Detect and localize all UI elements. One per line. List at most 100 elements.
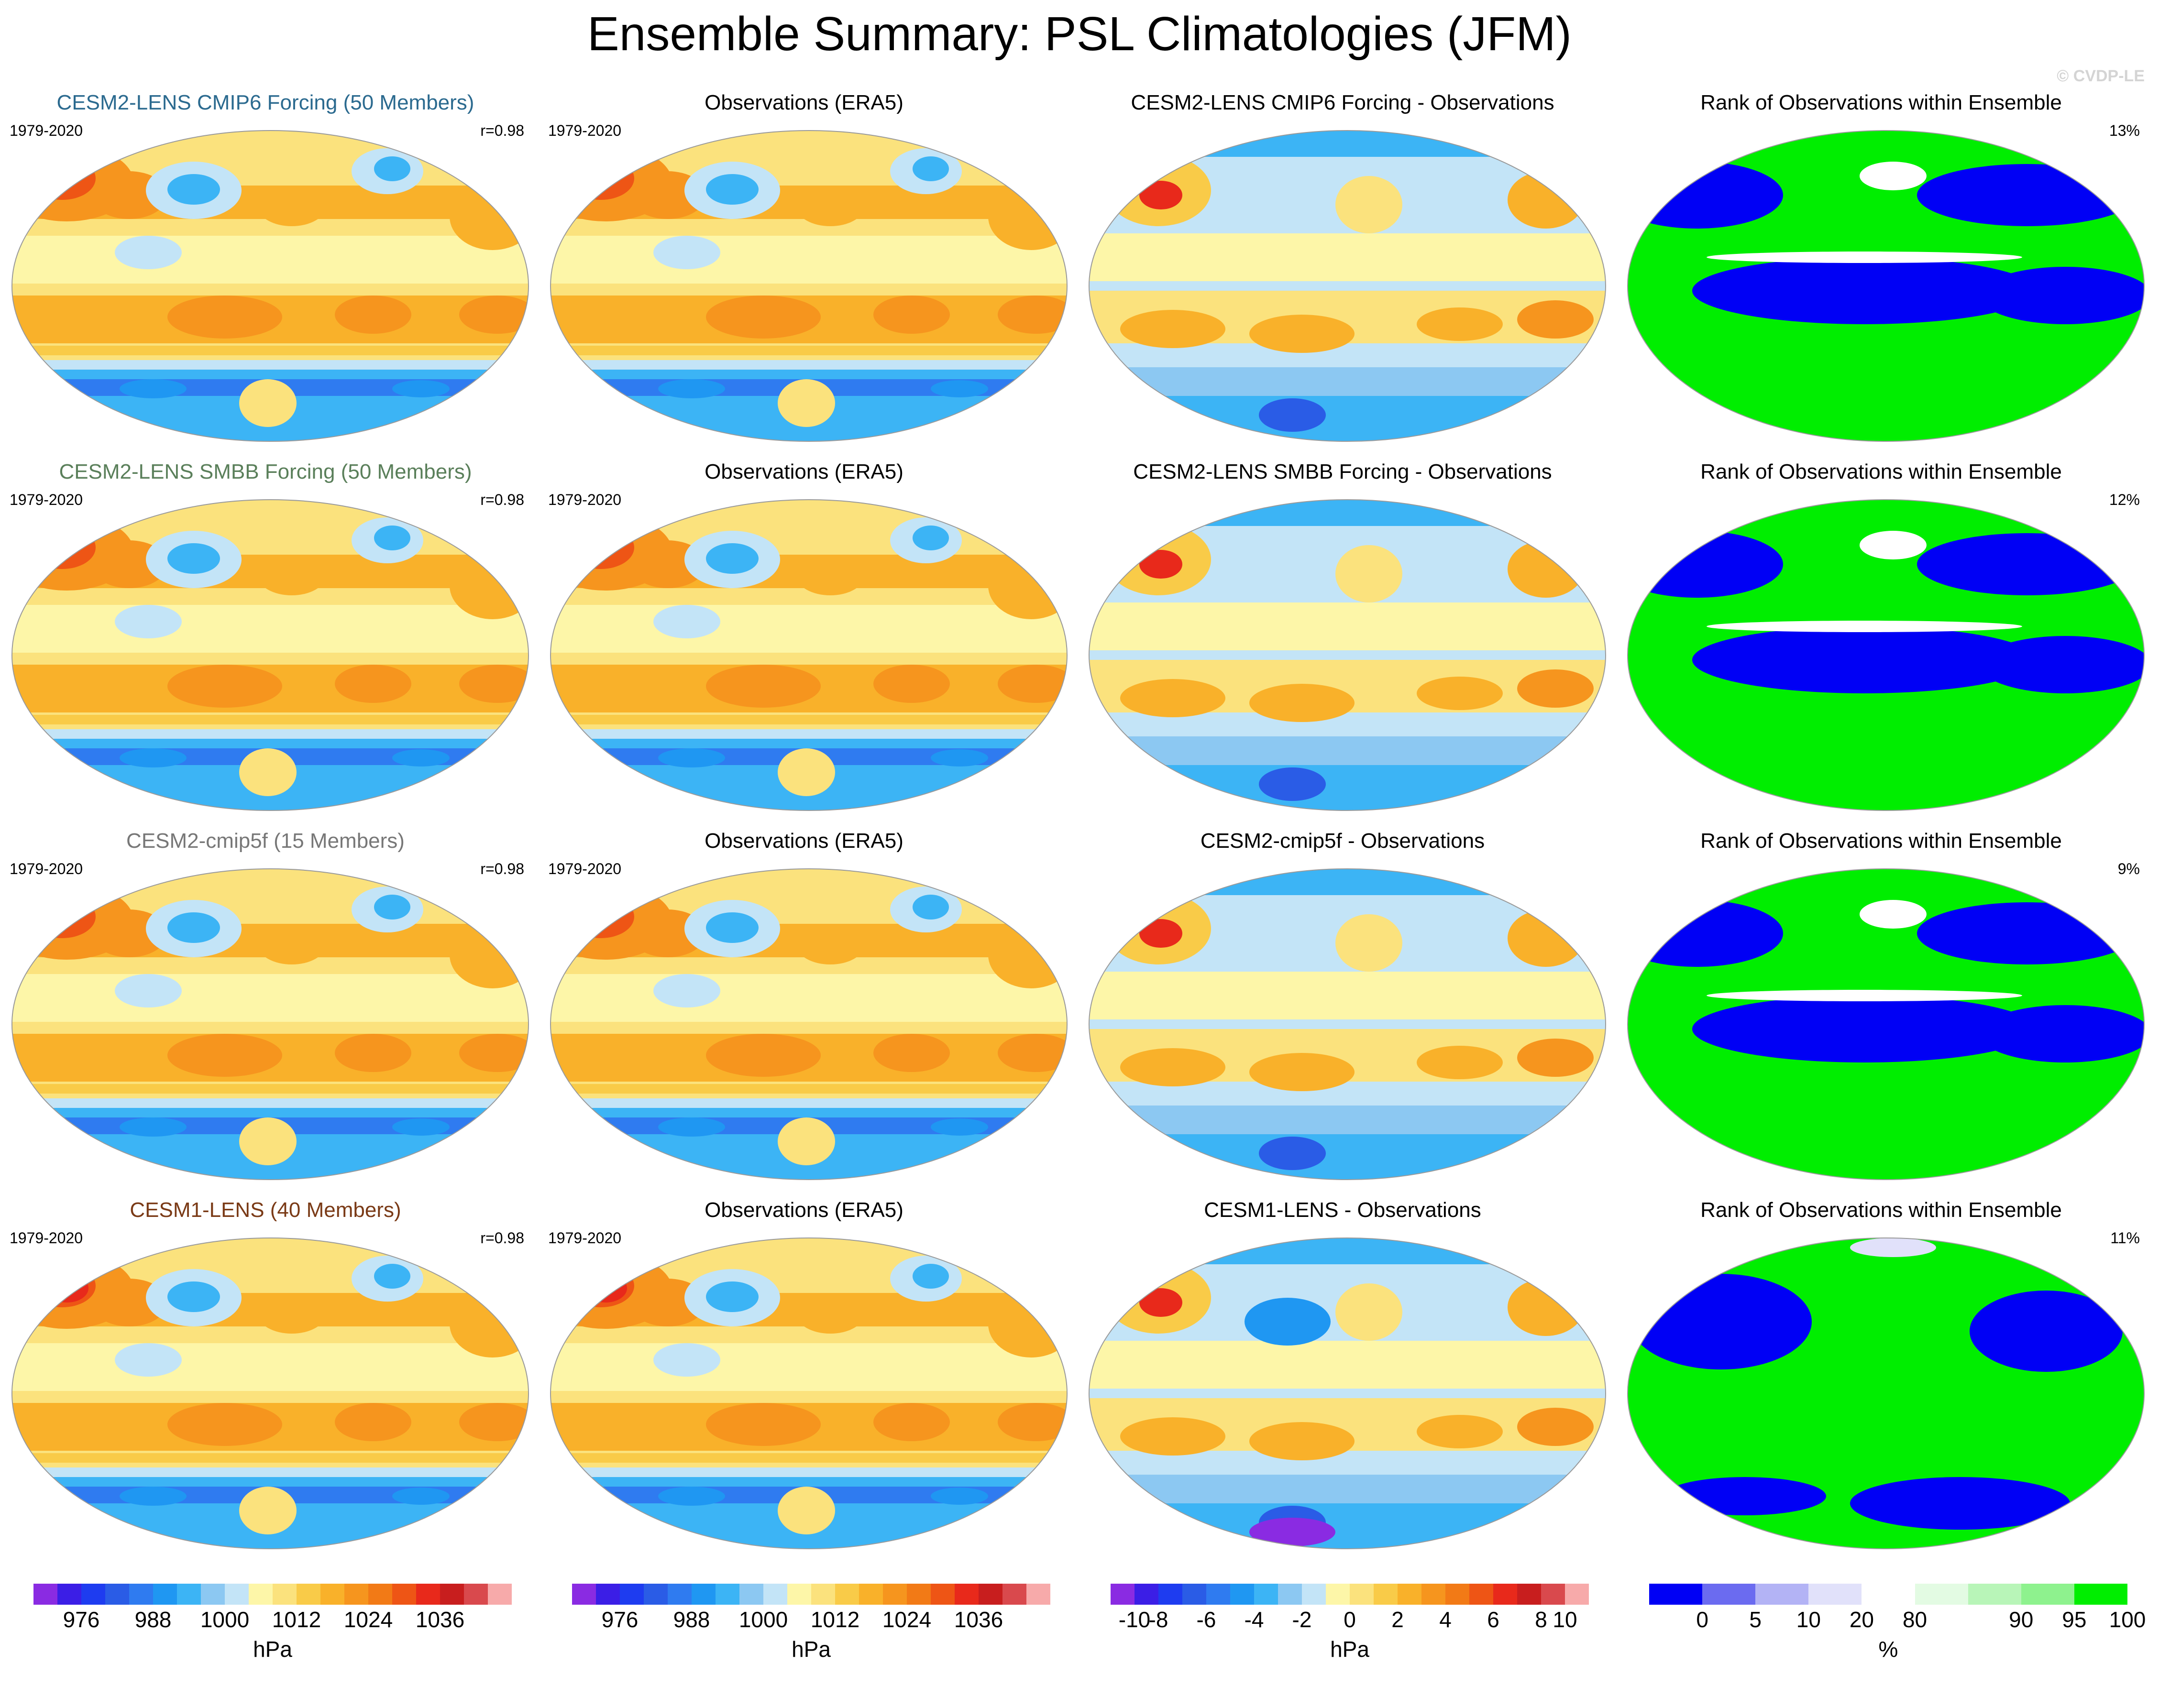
psl-band-sub-antarctic-2 xyxy=(551,739,1067,748)
colorbar-swatch xyxy=(1254,1584,1278,1605)
colorbar-swatch xyxy=(2021,1584,2074,1605)
warm-pool-low xyxy=(653,236,720,269)
north-america-high xyxy=(797,926,864,964)
north-america-high xyxy=(797,188,864,226)
diff-antarctic-band xyxy=(1089,1503,1606,1549)
colorbar-strip xyxy=(1111,1584,1589,1605)
colorbar-swatch xyxy=(1469,1584,1493,1605)
colorbar-tick-label: 988 xyxy=(673,1607,710,1632)
colorbar: -10 -8 -6 -4 -2 0 2 4 6 8 10 hPa xyxy=(1111,1584,1589,1708)
siberian-high-max xyxy=(584,1274,627,1303)
antarctic-plateau xyxy=(239,1487,297,1534)
colorbar-unit: hPa xyxy=(1330,1637,1369,1662)
colorbar-tick-label: 5 xyxy=(1749,1607,1762,1632)
southern-low-1 xyxy=(120,1117,187,1137)
colorbar-swatch xyxy=(1278,1584,1302,1605)
icelandic-low-core xyxy=(374,526,410,550)
psl-band-sub-antarctic-2 xyxy=(551,1108,1067,1117)
colorbar-tick-label: 1000 xyxy=(738,1607,788,1632)
colorbar-swatch xyxy=(273,1584,297,1605)
panel-years: 1979-2020 xyxy=(10,491,83,508)
world-map xyxy=(11,1237,529,1549)
south-pacific-high xyxy=(167,665,282,708)
psl-band-south-edge xyxy=(551,1084,1067,1094)
diff-south-pacific-pos-2 xyxy=(1249,315,1355,353)
map-panel: Observations (ERA5) 1979-2020 xyxy=(539,829,1069,1183)
map-panel: CESM2-LENS CMIP6 Forcing (50 Members) 197… xyxy=(0,91,531,445)
colorbar-swatch xyxy=(344,1584,368,1605)
rank-indian-low xyxy=(1979,267,2144,324)
panel-stat: 13% xyxy=(2109,122,2140,139)
psl-band-sub-antarctic-1 xyxy=(12,729,529,739)
colorbar-swatch xyxy=(931,1584,955,1605)
colorbar-swatch xyxy=(1702,1584,1756,1605)
map-panel: CESM2-cmip5f (15 Members) 1979-2020 r=0.98 xyxy=(0,829,531,1183)
southern-low-1 xyxy=(658,379,725,398)
psl-band-tropics xyxy=(551,1343,1067,1391)
diff-atlantic-positive xyxy=(1508,1279,1584,1336)
southern-low-2 xyxy=(931,749,988,766)
colorbar-swatch xyxy=(1565,1584,1589,1605)
colorbar-tick-label: 1036 xyxy=(954,1607,1003,1632)
panel-years: 1979-2020 xyxy=(10,860,83,877)
figure-title: Ensemble Summary: PSL Climatologies (JFM… xyxy=(587,7,1572,61)
indian-ocean-high xyxy=(459,665,529,703)
north-america-high xyxy=(797,557,864,595)
diff-south-pacific-pos xyxy=(1120,310,1225,348)
colorbar-swatch xyxy=(1026,1584,1050,1605)
map-panel: CESM2-LENS SMBB Forcing - Observations xyxy=(1077,460,1608,814)
south-pacific-high xyxy=(167,1403,282,1446)
panel-stat: 9% xyxy=(2117,860,2140,877)
diff-southern-ocean xyxy=(1089,367,1606,396)
colorbar-tick-label: -6 xyxy=(1196,1607,1216,1632)
siberian-high-max xyxy=(45,1274,88,1303)
colorbar-tick-label: 80 xyxy=(1902,1607,1928,1632)
colorbar-unit: hPa xyxy=(253,1637,292,1662)
diff-rockies xyxy=(1335,545,1402,602)
rank-north-white xyxy=(1860,162,1927,190)
panel-title: Rank of Observations within Ensemble xyxy=(1700,1198,2062,1222)
rank-north-atlantic-low xyxy=(1917,164,2137,226)
southern-low-1 xyxy=(120,1487,187,1506)
colorbar-tick-label: -2 xyxy=(1292,1607,1312,1632)
south-atlantic-high xyxy=(873,665,950,703)
diff-arctic-band xyxy=(1089,131,1606,157)
psl-band-south-edge xyxy=(12,1453,529,1463)
colorbar-swatch xyxy=(33,1584,57,1605)
panel-stat: r=0.98 xyxy=(480,860,524,877)
world-map xyxy=(550,499,1068,811)
diff-antarctic-neg xyxy=(1259,398,1326,432)
antarctic-plateau xyxy=(239,1117,297,1165)
colorbar-swatch xyxy=(572,1584,596,1605)
diff-atlantic-positive xyxy=(1508,540,1584,598)
diff-atlantic-positive xyxy=(1508,171,1584,229)
panel-title: Observations (ERA5) xyxy=(705,460,903,483)
map-outline xyxy=(550,130,1068,442)
map-outline xyxy=(1089,130,1606,442)
panel-stat: r=0.98 xyxy=(480,122,524,139)
colorbar-swatch xyxy=(692,1584,716,1605)
warm-pool-low xyxy=(115,1343,182,1377)
watermark: © CVDP-LE xyxy=(2057,67,2145,85)
diff-tropical-band xyxy=(1089,1341,1606,1389)
colorbar-swatch xyxy=(596,1584,620,1605)
world-map xyxy=(1089,868,1606,1180)
indian-ocean-high xyxy=(459,296,529,334)
colorbar: 0 5 10 20 80 90 95 100% xyxy=(1649,1584,2146,1708)
world-map xyxy=(550,130,1068,442)
panel-title: Observations (ERA5) xyxy=(705,91,903,114)
indian-ocean-high xyxy=(998,665,1067,703)
psl-band-south-edge xyxy=(551,346,1067,355)
map-panel: Rank of Observations within Ensemble 12% xyxy=(1616,460,2147,814)
colorbar-swatch xyxy=(57,1584,81,1605)
southern-low-2 xyxy=(392,749,450,766)
rank-tropic-white xyxy=(1707,252,2022,263)
diff-south-pacific-pos-2 xyxy=(1249,1422,1355,1460)
psl-band-sub-antarctic-1 xyxy=(12,1467,529,1477)
colorbar-swatch xyxy=(249,1584,273,1605)
panel-title: CESM2-LENS CMIP6 Forcing - Observations xyxy=(1131,91,1554,114)
colorbar-swatch xyxy=(368,1584,392,1605)
south-pacific-high xyxy=(167,296,282,339)
map-outline xyxy=(11,1237,529,1549)
map-outline xyxy=(550,499,1068,811)
